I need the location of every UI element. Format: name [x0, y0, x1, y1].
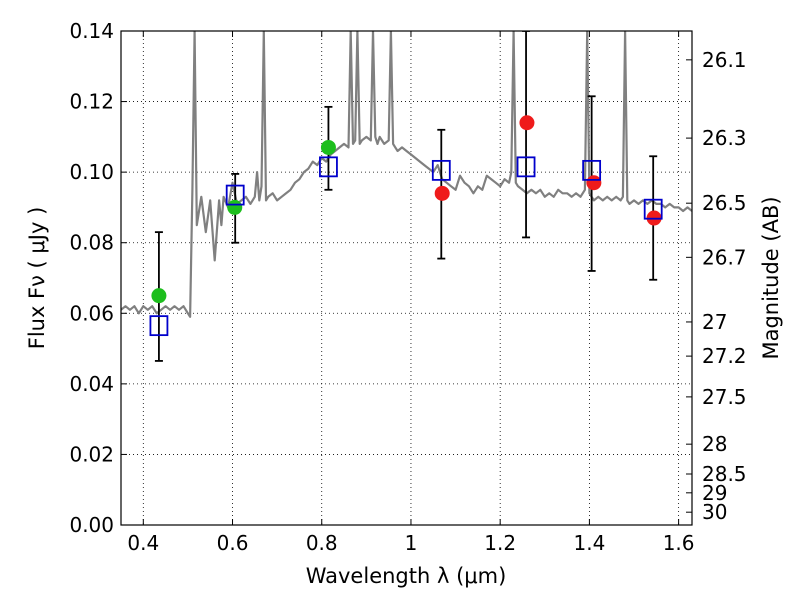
mag-tick-label: 26.7 [702, 245, 747, 269]
x-tick-label: 1.4 [573, 531, 605, 555]
model-point [225, 184, 245, 206]
y-tick-label: 0.12 [69, 90, 114, 114]
model-points [149, 156, 663, 337]
y-tick-label: 0.00 [69, 513, 114, 537]
model-point [431, 159, 451, 181]
mag-tick-label: 29 [702, 481, 727, 505]
mag-tick-label: 27.5 [702, 385, 747, 409]
mag-tick-label: 28 [702, 432, 727, 456]
mag-tick-label: 26.3 [702, 126, 747, 150]
observed-point [519, 115, 535, 131]
observed-point [586, 175, 602, 191]
x-tick-label: 0.8 [306, 531, 338, 555]
mag-tick-label: 30 [702, 500, 727, 524]
x-tick-label: 1.6 [663, 531, 695, 555]
x-tick-label: 1 [405, 531, 418, 555]
spectrum-layer [121, 31, 692, 318]
model-point [643, 198, 663, 220]
x-tick-label: 1.2 [484, 531, 516, 555]
model-point [149, 315, 169, 337]
y-tick-label: 0.02 [69, 442, 114, 466]
observed-point [434, 185, 450, 201]
x-axis-label: Wavelength λ (μm) [306, 564, 507, 588]
observed-point [151, 288, 167, 304]
model-point [319, 156, 338, 178]
model-point [516, 156, 536, 178]
observed-point [320, 139, 336, 155]
y-tick-label: 0.14 [69, 19, 114, 43]
mag-tick-label: 26.1 [702, 48, 747, 72]
mag-tick-label: 28.5 [702, 462, 747, 486]
x-tick-label: 0.6 [217, 531, 249, 555]
axis-ticks: 0.4 0.6 0.8 1 1.2 1.4 1.6 0.00 0.02 0.04 0.06 0.08 0… [69, 19, 746, 555]
y-tick-label: 0.04 [69, 372, 114, 396]
plot-frame [120, 30, 693, 526]
y-axis-label: Flux Fν ( μJy ) [25, 207, 49, 350]
model-point [582, 159, 602, 181]
mag-tick-label: 27.2 [702, 344, 747, 368]
y-axis-right-label: Magnitude (AB) [759, 196, 783, 359]
y-tick-label: 0.10 [69, 160, 114, 184]
spectrum-line [121, 31, 692, 318]
y-tick-label: 0.08 [69, 231, 114, 255]
x-tick-label: 0.4 [127, 531, 159, 555]
mag-tick-label: 26.5 [702, 191, 747, 215]
y-tick-label: 0.06 [69, 301, 114, 325]
mag-tick-label: 27 [702, 310, 727, 334]
observed-point [227, 199, 243, 215]
